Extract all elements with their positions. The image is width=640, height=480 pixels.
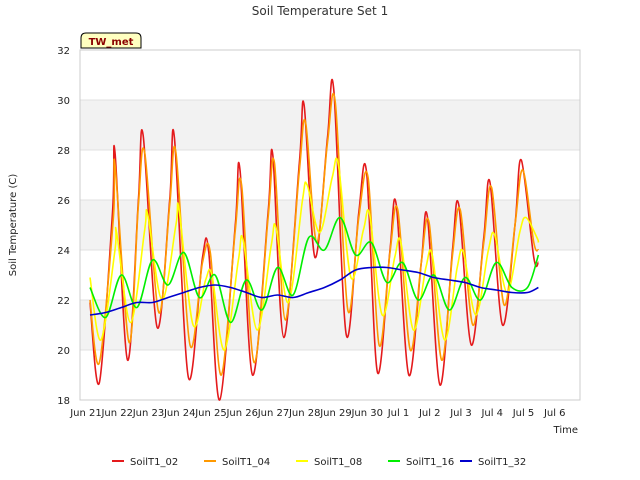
- y-tick-label: 20: [57, 346, 70, 357]
- legend-label: SoilT1_32: [478, 457, 526, 468]
- legend-label: SoilT1_04: [222, 457, 270, 468]
- legend-label: SoilT1_16: [406, 457, 454, 468]
- station-badge-label: TW_met: [89, 37, 134, 48]
- series-line-soilt1_32: [89, 266, 539, 316]
- y-axis-title: Soil Temperature (C): [8, 174, 19, 277]
- x-tick-label: Jun 26: [225, 408, 258, 419]
- x-tick-label: Jul 5: [512, 408, 535, 419]
- legend-item-soilt1_04: SoilT1_04: [204, 457, 270, 468]
- x-tick-label: Jul 6: [543, 408, 566, 419]
- x-axis-title: Time: [553, 425, 578, 436]
- station-badge: TW_met: [80, 32, 142, 49]
- x-tick-label: Jul 1: [387, 408, 410, 419]
- y-tick-label: 28: [57, 146, 70, 157]
- legend-item-soilt1_08: SoilT1_08: [296, 457, 362, 468]
- plot-band: [80, 200, 580, 250]
- legend-item-soilt1_02: SoilT1_02: [112, 457, 178, 468]
- series-line-soilt1_04: [89, 92, 540, 376]
- x-tick-label: Jun 24: [163, 408, 196, 419]
- legend-label: SoilT1_08: [314, 457, 362, 468]
- x-tick-label: Jun 22: [100, 408, 133, 419]
- y-tick-label: 24: [57, 246, 70, 257]
- x-tick-label: Jul 2: [418, 408, 441, 419]
- y-tick-label: 22: [57, 296, 70, 307]
- legend: SoilT1_02 SoilT1_04 SoilT1_08 SoilT1_16 Soil…: [112, 457, 526, 468]
- x-tick-label: Jun 30: [350, 408, 383, 419]
- legend-label: SoilT1_02: [130, 457, 178, 468]
- x-tick-label: Jul 3: [449, 408, 472, 419]
- station-badge-box: [80, 32, 142, 49]
- plot-band: [80, 300, 580, 350]
- y-axis-ticks: 18 20 22 24 26 28 30 32: [57, 46, 70, 407]
- legend-item-soilt1_32: SoilT1_32: [460, 457, 526, 468]
- x-tick-label: Jun 29: [319, 408, 352, 419]
- y-tick-label: 32: [57, 46, 70, 57]
- x-tick-label: Jun 25: [194, 408, 227, 419]
- legend-item-soilt1_16: SoilT1_16: [388, 457, 454, 468]
- y-tick-label: 30: [57, 96, 70, 107]
- series-line-soilt1_16: [89, 216, 540, 324]
- x-tick-label: Jun 21: [69, 408, 102, 419]
- y-tick-label: 26: [57, 196, 70, 207]
- plot-frame: [79, 49, 581, 401]
- x-tick-label: Jul 4: [480, 408, 503, 419]
- x-axis-ticks: Jun 21 Jun 22 Jun 23 Jun 24 Jun 25 Jun 26 Jun …: [69, 408, 565, 419]
- x-tick-label: Jun 23: [132, 408, 165, 419]
- x-tick-label: Jun 28: [288, 408, 321, 419]
- series-layer: [89, 79, 540, 401]
- x-tick-label: Jun 27: [257, 408, 290, 419]
- chart-title: Soil Temperature Set 1: [252, 4, 388, 18]
- y-tick-label: 18: [57, 396, 70, 407]
